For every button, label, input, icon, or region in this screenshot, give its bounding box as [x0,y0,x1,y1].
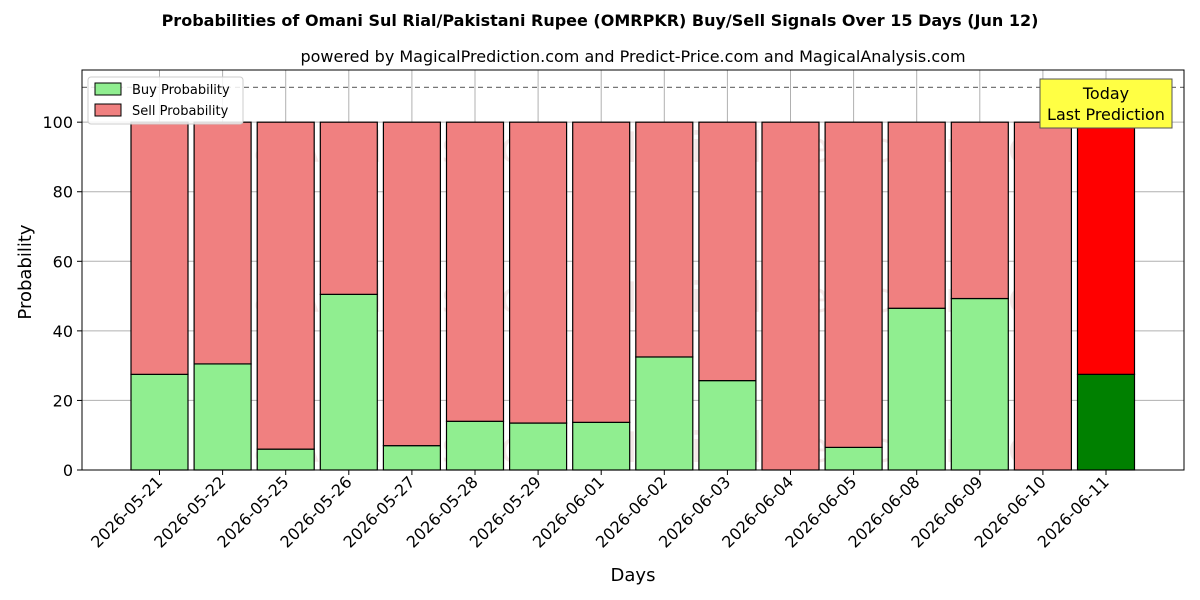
legend-label-buy: Buy Probability [132,83,230,98]
bar-sell-2026-05-22 [193,121,252,365]
bar-buy-2026-05-21 [130,373,189,471]
bar-sell-2026-05-27 [382,121,441,447]
today-annotation-box [1039,78,1173,129]
bar-buy-2026-05-29 [509,422,568,471]
legend-swatch-sell [94,103,122,117]
bar-sell-2026-06-08 [887,121,946,309]
y-tick-label-2: 40 [53,322,73,341]
x-axis-label: Days [611,565,656,586]
legend-swatch-buy [94,82,122,96]
bar-sell-2026-06-03 [698,121,757,382]
chart-title: Probabilities of Omani Sul Rial/Pakistan… [162,11,1039,30]
bar-buy-2026-05-27 [382,445,441,471]
bar-sell-2026-05-25 [256,121,315,450]
y-tick-label-3: 60 [53,252,73,271]
bar-sell-2026-05-21 [130,121,189,375]
today-annotation-line-1: Today [1082,84,1129,103]
bar-buy-2026-06-09 [950,297,1009,471]
today-annotation-line-2: Last Prediction [1047,105,1165,124]
y-tick-label-5: 100 [42,113,73,132]
legend-label-sell: Sell Probability [132,104,229,119]
bar-sell-2026-06-02 [635,121,694,358]
y-axis-ticks: 0 20 40 60 80 100 [42,113,82,480]
bar-buy-2026-06-02 [635,356,694,471]
bar-buy-2026-05-26 [319,293,378,471]
y-tick-label-0: 0 [63,461,73,480]
bars [130,121,1136,471]
legend: Buy Probability Sell Probability [87,76,244,125]
bar-sell-2026-06-10 [1013,121,1073,471]
bar-sell-2026-06-01 [572,121,631,423]
bar-buy-2026-05-22 [193,363,252,471]
bar-buy-2026-06-05 [824,446,883,471]
plot-frame [81,69,1185,471]
bar-buy-2026-06-11 [1076,373,1136,471]
bar-sell-2026-05-29 [509,121,568,424]
bar-sell-2026-06-11 [1076,121,1136,375]
bar-sell-2026-05-28 [445,121,505,422]
bar-sell-2026-06-04 [761,121,820,471]
y-axis-label: Probability [15,224,36,319]
y-tick-label-1: 20 [53,391,73,410]
bar-buy-2026-06-03 [698,380,757,471]
bar-buy-2026-05-28 [445,420,505,471]
bar-sell-2026-06-05 [824,121,883,448]
y-tick-label-4: 80 [53,183,73,202]
bar-buy-2026-06-01 [572,421,631,471]
today-annotation: Today Last Prediction [1039,78,1173,129]
legend-box [87,76,244,125]
bar-buy-2026-06-08 [887,307,946,471]
bar-sell-2026-05-26 [319,121,378,295]
chart-subtitle: powered by MagicalPrediction.com and Pre… [300,47,965,66]
bar-sell-2026-06-09 [950,121,1009,300]
bar-buy-2026-05-25 [256,448,315,471]
